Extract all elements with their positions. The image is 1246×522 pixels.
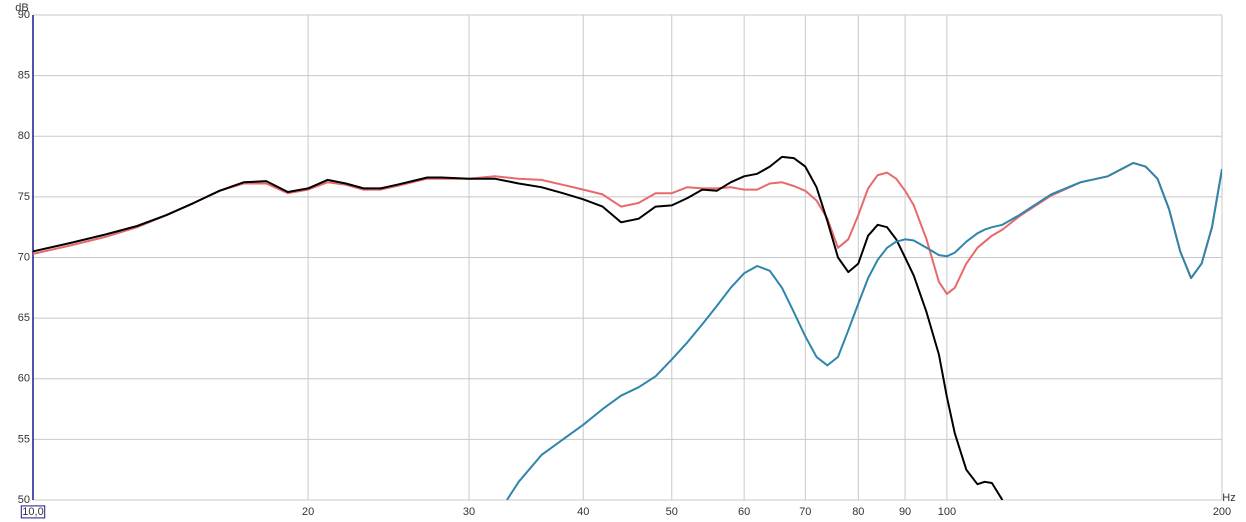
y-tick-label: 70 [18, 251, 30, 263]
x-tick-label: 10,0 [22, 506, 43, 518]
x-tick-label: 20 [302, 506, 314, 518]
x-tick-label: 200 [1213, 506, 1231, 518]
y-axis-label: dB [15, 2, 28, 14]
y-tick-label: 80 [18, 130, 30, 142]
y-tick-label: 65 [18, 312, 30, 324]
x-tick-label: 40 [577, 506, 589, 518]
x-tick-label: 70 [799, 506, 811, 518]
x-tick-label: 50 [666, 506, 678, 518]
series-line [33, 155, 1004, 500]
y-tick-label: 90 [18, 9, 30, 21]
x-tick-label: 80 [852, 506, 864, 518]
x-tick-box [20, 505, 46, 519]
plot-area [33, 155, 1222, 500]
y-tick-label: 75 [18, 191, 30, 203]
x-axis-label: Hz [1222, 492, 1235, 504]
series-line [33, 161, 1222, 295]
x-tick-label: 30 [463, 506, 475, 518]
x-tick-label: 90 [899, 506, 911, 518]
y-tick-label: 85 [18, 70, 30, 82]
y-tick-label: 50 [18, 494, 30, 506]
y-tick-label: 60 [18, 373, 30, 385]
x-tick-label: 100 [938, 506, 956, 518]
x-tick-label: 60 [738, 506, 750, 518]
series-line [506, 161, 1222, 500]
y-tick-label: 55 [18, 433, 30, 445]
